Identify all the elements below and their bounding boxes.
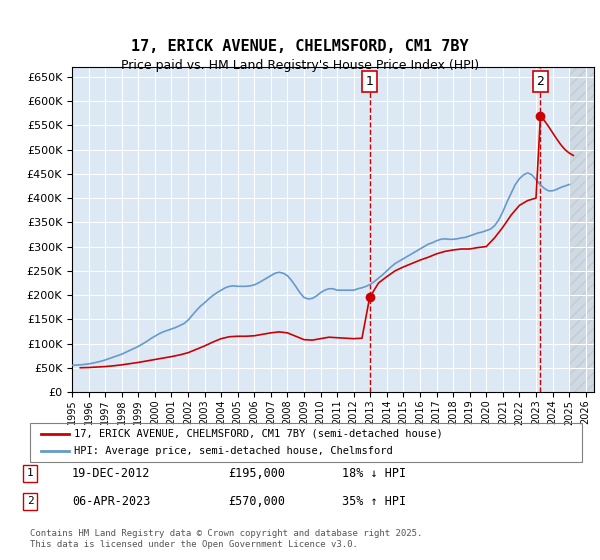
Text: 1: 1: [26, 468, 34, 478]
Text: 17, ERICK AVENUE, CHELMSFORD, CM1 7BY (semi-detached house): 17, ERICK AVENUE, CHELMSFORD, CM1 7BY (s…: [74, 429, 443, 439]
Text: HPI: Average price, semi-detached house, Chelmsford: HPI: Average price, semi-detached house,…: [74, 446, 393, 456]
Text: Price paid vs. HM Land Registry's House Price Index (HPI): Price paid vs. HM Land Registry's House …: [121, 59, 479, 72]
Text: £570,000: £570,000: [228, 494, 285, 508]
Text: 2: 2: [536, 75, 544, 88]
Text: 1: 1: [365, 75, 374, 88]
Text: 18% ↓ HPI: 18% ↓ HPI: [342, 466, 406, 480]
Text: 2: 2: [26, 496, 34, 506]
Text: 06-APR-2023: 06-APR-2023: [72, 494, 151, 508]
Text: £195,000: £195,000: [228, 466, 285, 480]
Text: Contains HM Land Registry data © Crown copyright and database right 2025.
This d: Contains HM Land Registry data © Crown c…: [30, 529, 422, 549]
Text: 17, ERICK AVENUE, CHELMSFORD, CM1 7BY: 17, ERICK AVENUE, CHELMSFORD, CM1 7BY: [131, 39, 469, 54]
Bar: [569, 67, 594, 392]
Text: 35% ↑ HPI: 35% ↑ HPI: [342, 494, 406, 508]
Text: 19-DEC-2012: 19-DEC-2012: [72, 466, 151, 480]
